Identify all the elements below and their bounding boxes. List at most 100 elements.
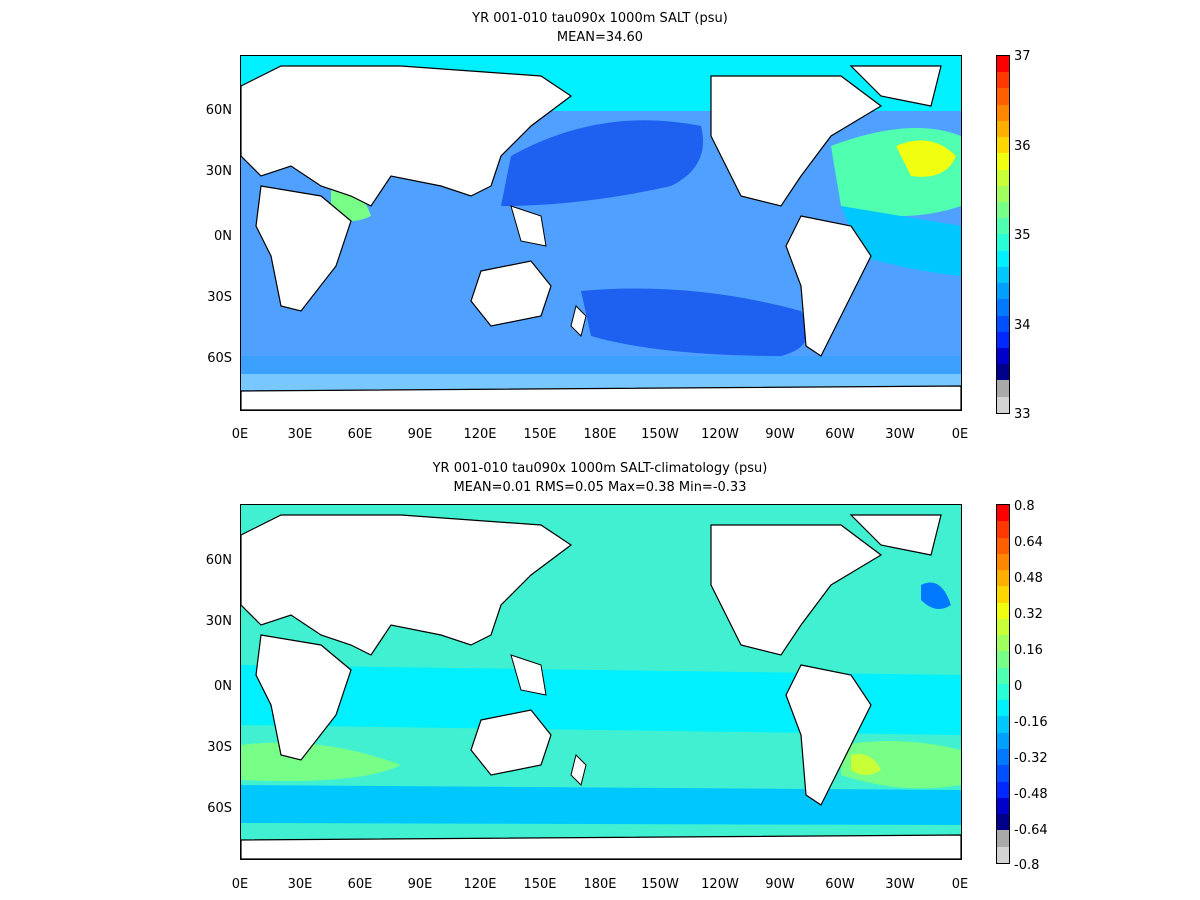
colorbar-segment (997, 315, 1009, 332)
panel2-colorbar-label: 0.48 (1014, 571, 1043, 586)
panel2-xtick: 120W (701, 877, 739, 892)
panel1-xtick: 90E (407, 427, 433, 442)
colorbar-segment (997, 364, 1009, 381)
panel2-colorbar-label: 0.64 (1014, 535, 1043, 550)
panel1-colorbar-label: 37 (1014, 49, 1031, 64)
panel1-xtick: 0E (231, 427, 249, 442)
colorbar-segment (997, 781, 1009, 798)
panel2-colorbar-label: -0.8 (1014, 858, 1040, 873)
panel1-ytick: 60S (207, 351, 232, 366)
panel1-xtick: 60E (347, 427, 373, 442)
colorbar-segment (997, 137, 1009, 154)
panel1-north-atlantic-salty (896, 140, 956, 177)
panel2-xtick: 90W (765, 877, 795, 892)
colorbar-segment (997, 396, 1009, 413)
colorbar-segment (997, 120, 1009, 138)
colorbar-segment (997, 716, 1009, 733)
colorbar-segment (997, 283, 1009, 300)
panel2-ytick: 60N (205, 553, 232, 568)
panel1-ytick: 30S (207, 290, 232, 305)
panel1-title-line1: YR 001-010 tau090x 1000m SALT (psu) (472, 11, 728, 26)
panel1-colorbar (996, 55, 1010, 414)
panel2-south-atlantic (841, 741, 961, 789)
colorbar-segment (997, 814, 1009, 831)
panel1-land (241, 65, 961, 410)
panel2-xtick: 90E (407, 877, 433, 892)
panel1-xtick: 0E (951, 427, 969, 442)
colorbar-segment (997, 505, 1009, 522)
panel1-ytick: 30N (205, 164, 232, 179)
colorbar-segment (997, 347, 1009, 365)
panel2-colorbar-label: 0.8 (1014, 499, 1035, 514)
panel1-xtick: 30E (287, 427, 313, 442)
colorbar-segment (997, 748, 1009, 766)
panel1-colorbar-label: 34 (1014, 318, 1031, 333)
panel1-ytick: 0N (214, 229, 232, 244)
panel1-xtick: 180E (583, 427, 617, 442)
panel1-title-line2: MEAN=34.60 (556, 30, 644, 45)
colorbar-segment (997, 88, 1009, 105)
panel2-ytick: 60S (207, 801, 232, 816)
colorbar-segment (997, 185, 1009, 202)
panel1-colorbar-label: 33 (1014, 407, 1031, 422)
colorbar-segment (997, 553, 1009, 571)
panel1-colorbar-label: 36 (1014, 139, 1031, 154)
panel1-colorbar-label: 35 (1014, 228, 1031, 243)
panel2-colorbar-label: 0.32 (1014, 607, 1043, 622)
colorbar-segment (997, 104, 1009, 121)
colorbar-segment (997, 700, 1009, 717)
panel2-xtick: 60E (347, 877, 373, 892)
colorbar-segment (997, 602, 1009, 619)
panel1-xtick: 150E (523, 427, 557, 442)
panel2-north-atlantic-negative (921, 582, 951, 609)
colorbar-segment (997, 586, 1009, 603)
panel2-xtick: 150W (641, 877, 679, 892)
panel2-colorbar-label: -0.16 (1014, 715, 1048, 730)
panel2-colorbar-label: -0.64 (1014, 823, 1048, 838)
panel2-ytick: 30N (205, 614, 232, 629)
colorbar-segment (997, 683, 1009, 701)
colorbar-segment (997, 56, 1009, 73)
panel2-tropical-band (241, 665, 961, 735)
colorbar-segment (997, 797, 1009, 815)
panel2-islands (510, 654, 587, 786)
colorbar-segment (997, 618, 1009, 636)
panel1-xtick: 90W (765, 427, 795, 442)
panel1-xtick: 120E (463, 427, 497, 442)
panel2-title-line1: YR 001-010 tau090x 1000m SALT-climatolog… (432, 461, 768, 476)
panel2-xtick: 0E (231, 877, 249, 892)
panel1-xtick: 150W (641, 427, 679, 442)
panel2-colorbar-label: -0.32 (1014, 751, 1048, 766)
panel2-xtick: 180E (583, 877, 617, 892)
colorbar-segment (997, 72, 1009, 89)
panel2-xtick: 120E (463, 877, 497, 892)
panel2-xtick: 30W (885, 877, 915, 892)
colorbar-segment (997, 635, 1009, 652)
panel2-colorbar-label: 0 (1014, 679, 1023, 694)
panel2-ytick: 30S (207, 740, 232, 755)
colorbar-segment (997, 266, 1009, 284)
panel1-xtick: 30W (885, 427, 915, 442)
colorbar-segment (997, 299, 1009, 316)
colorbar-segment (997, 234, 1009, 251)
panel2-xtick: 150E (523, 877, 557, 892)
colorbar-segment (997, 201, 1009, 219)
panel2-title-line2: MEAN=0.01 RMS=0.05 Max=0.38 Min=-0.33 (453, 480, 747, 495)
panel2-map (240, 504, 962, 860)
panel1-xtick: 120W (701, 427, 739, 442)
colorbar-segment (997, 830, 1009, 847)
panel2-land (241, 514, 961, 859)
colorbar-segment (997, 521, 1009, 538)
panel1-south-pacific-fresh (581, 288, 808, 356)
panel1-north-pacific-fresh (501, 120, 703, 206)
colorbar-segment (997, 153, 1009, 170)
colorbar-segment (997, 537, 1009, 554)
panel2-ytick: 0N (214, 679, 232, 694)
panel1-southern-band (241, 374, 961, 390)
colorbar-segment (997, 250, 1009, 267)
colorbar-segment (997, 667, 1009, 684)
panel2-xtick: 30E (287, 877, 313, 892)
panel1-ytick: 60N (205, 103, 232, 118)
colorbar-segment (997, 846, 1009, 863)
panel1-map (240, 55, 962, 411)
